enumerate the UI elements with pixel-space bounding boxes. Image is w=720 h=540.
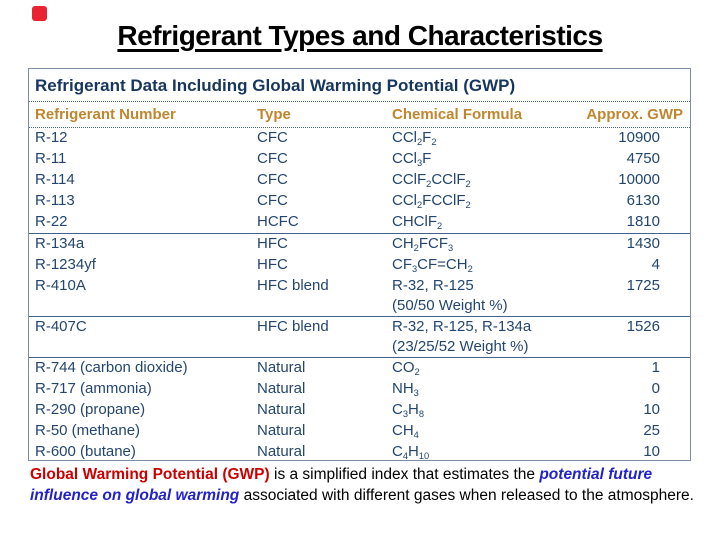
- cell-approx-gwp: 25: [643, 422, 660, 439]
- cell-refrigerant-number: R-134a: [35, 235, 85, 252]
- cell-refrigerant-number: R-12: [35, 129, 68, 146]
- footnote-text-1: is a simplified index that estimates the: [269, 466, 540, 483]
- cell-approx-gwp: 10000: [618, 171, 660, 188]
- cell-chemical-formula: CCl2FCClF2: [392, 192, 471, 210]
- column-header-refrigerant-number: Refrigerant Number: [35, 106, 176, 123]
- table-row: R-114 CFC CClF2CClF2 10000: [29, 170, 690, 191]
- cell-refrigerant-number: R-50 (methane): [35, 422, 141, 439]
- column-header-type: Type: [257, 106, 291, 123]
- cell-refrigerant-number: R-410A: [35, 277, 86, 294]
- table-body: R-12 CFC CCl2F2 10900 R-11 CFC CCl3F 4750 R-114 C…: [29, 128, 690, 463]
- table-row: R-1234yf HFC CF3CF=CH2 4: [29, 255, 690, 276]
- table-row: R-407C HFC blend R-32, R-125, R-134a (23/25…: [29, 317, 690, 357]
- cell-chemical-formula: CHClF2: [392, 213, 443, 231]
- cell-type: HFC: [257, 256, 288, 273]
- cell-refrigerant-number: R-407C: [35, 318, 87, 335]
- column-header-chemical-formula: Chemical Formula: [392, 106, 523, 123]
- cell-chemical-formula: C3H8: [392, 401, 425, 419]
- table-row: R-113 CFC CCl2FCClF2 6130: [29, 191, 690, 212]
- cell-chemical-formula: CF3CF=CH2: [392, 256, 473, 274]
- table-row: R-22 HCFC CHClF2 1810: [29, 212, 690, 233]
- cell-type: Natural: [257, 359, 306, 376]
- cell-chemical-formula: CH4: [392, 422, 419, 440]
- cell-chemical-formula: R-32, R-125 (50/50 Weight %): [392, 277, 508, 314]
- cell-approx-gwp: 1526: [626, 318, 660, 335]
- table-row: R-134a HFC CH2FCF3 1430: [29, 234, 690, 255]
- refrigerant-table: Refrigerant Data Including Global Warmin…: [28, 68, 691, 461]
- cell-chemical-formula: NH3: [392, 380, 419, 398]
- footnote: Global Warming Potential (GWP) is a simp…: [30, 464, 696, 506]
- cell-type: CFC: [257, 171, 288, 188]
- cell-refrigerant-number: R-11: [35, 150, 67, 167]
- cell-approx-gwp: 4: [651, 256, 660, 273]
- cell-type: HFC blend: [257, 277, 329, 294]
- cell-type: Natural: [257, 401, 306, 418]
- table-row: R-410A HFC blend R-32, R-125 (50/50 Weight …: [29, 276, 690, 316]
- cell-type: HFC blend: [257, 318, 329, 335]
- cell-refrigerant-number: R-113: [35, 192, 75, 209]
- table-row: R-50 (methane) Natural CH4 25: [29, 421, 690, 442]
- table-header-row: Refrigerant Number Type Chemical Formula…: [29, 102, 690, 128]
- table-section: R-134a HFC CH2FCF3 1430 R-1234yf HFC CF3CF=CH2…: [29, 233, 690, 316]
- table-section: R-407C HFC blend R-32, R-125, R-134a (23/25…: [29, 316, 690, 357]
- table-row: R-11 CFC CCl3F 4750: [29, 149, 690, 170]
- cell-approx-gwp: 6130: [626, 192, 660, 209]
- table-row: R-717 (ammonia) Natural NH3 0: [29, 379, 690, 400]
- table-row: R-290 (propane) Natural C3H8 10: [29, 400, 690, 421]
- cell-approx-gwp: 4750: [626, 150, 660, 167]
- cell-approx-gwp: 1430: [626, 235, 660, 252]
- cell-chemical-formula: CH2FCF3: [392, 235, 454, 253]
- cell-approx-gwp: 10: [643, 401, 660, 418]
- cell-approx-gwp: 1810: [626, 213, 660, 230]
- red-square-marker: [32, 6, 47, 21]
- cell-chemical-formula: C4H10: [392, 443, 430, 461]
- cell-type: Natural: [257, 380, 306, 397]
- footnote-text-2: associated with different gases when rel…: [239, 487, 694, 504]
- footnote-emphasis: potential future influence on global war…: [30, 466, 653, 504]
- cell-approx-gwp: 1: [651, 359, 660, 376]
- cell-type: Natural: [257, 422, 306, 439]
- cell-approx-gwp: 1725: [626, 277, 660, 294]
- table-section: R-744 (carbon dioxide) Natural CO2 1 R-717 (…: [29, 357, 690, 463]
- cell-refrigerant-number: R-744 (carbon dioxide): [35, 359, 188, 376]
- cell-refrigerant-number: R-22: [35, 213, 68, 230]
- cell-type: HCFC: [257, 213, 299, 230]
- cell-refrigerant-number: R-114: [35, 171, 75, 188]
- table-row: R-12 CFC CCl2F2 10900: [29, 128, 690, 149]
- cell-type: CFC: [257, 129, 288, 146]
- table-row: R-600 (butane) Natural C4H10 10: [29, 442, 690, 463]
- cell-type: HFC: [257, 235, 288, 252]
- column-header-approx-gwp: Approx. GWP: [586, 106, 683, 123]
- cell-refrigerant-number: R-290 (propane): [35, 401, 146, 418]
- cell-type: Natural: [257, 443, 306, 460]
- cell-refrigerant-number: R-717 (ammonia): [35, 380, 152, 397]
- table-title: Refrigerant Data Including Global Warmin…: [29, 69, 690, 102]
- cell-approx-gwp: 10900: [618, 129, 660, 146]
- cell-chemical-formula: R-32, R-125, R-134a (23/25/52 Weight %): [392, 318, 532, 355]
- cell-type: CFC: [257, 150, 288, 167]
- cell-refrigerant-number: R-600 (butane): [35, 443, 136, 460]
- cell-refrigerant-number: R-1234yf: [35, 256, 96, 273]
- slide-title: Refrigerant Types and Characteristics: [117, 20, 603, 51]
- table-row: R-744 (carbon dioxide) Natural CO2 1: [29, 358, 690, 379]
- cell-chemical-formula: CCl2F2: [392, 129, 437, 147]
- table-section: R-12 CFC CCl2F2 10900 R-11 CFC CCl3F 4750 R-114 C…: [29, 128, 690, 233]
- cell-approx-gwp: 0: [651, 380, 660, 397]
- cell-type: CFC: [257, 192, 288, 209]
- cell-approx-gwp: 10: [643, 443, 660, 460]
- cell-chemical-formula: CCl3F: [392, 150, 432, 168]
- cell-chemical-formula: CClF2CClF2: [392, 171, 471, 189]
- cell-chemical-formula: CO2: [392, 359, 420, 377]
- footnote-gwp-term: Global Warming Potential (GWP): [30, 466, 270, 483]
